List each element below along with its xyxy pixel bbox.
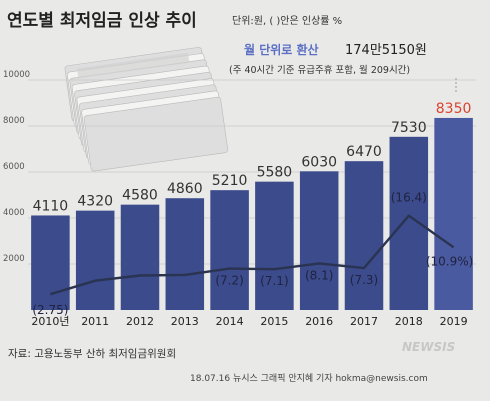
bar-value-label: 8350 [436,101,472,117]
unit-note: 단위:원, ( )안은 인상률 % [232,14,342,27]
bar-value-label: 4860 [167,181,203,197]
rate-label: (7.2) [215,274,243,288]
y-axis-ticks: 2000 4000 6000 8000 10000 [3,70,30,264]
x-axis-labels: 2010년 2011 2012 2013 2014 2015 2016 2017 2018 201… [31,315,467,328]
x-tick-label: 2018 [395,315,423,328]
bar [75,210,115,310]
y-tick-label: 10000 [3,70,30,80]
source-note: 자료: 고용노동부 산하 최저임금위원회 [8,347,176,360]
bar-value-label: 5210 [212,173,248,189]
y-tick-label: 4000 [3,208,25,218]
rate-label: (7.3) [350,273,378,287]
bar [120,204,160,310]
bar-value-label: 6470 [346,144,382,160]
x-tick-label: 2017 [350,315,378,328]
x-tick-label: 2010년 [31,315,69,328]
rate-label: (8.1) [305,268,333,282]
bar-value-label: 4110 [33,198,69,214]
bar [165,198,205,310]
y-tick-label: 6000 [3,162,25,172]
rate-labels: (2.75) (7.2) (7.1) (8.1) (7.3) (16.4) (10.9%) [32,191,473,317]
bar [434,117,473,310]
bar [299,171,339,310]
monthly-note: (주 40시간 기준 유급주휴 포함, 월 209시간) [229,64,410,76]
bar-value-label: 7530 [391,120,427,136]
x-tick-label: 2012 [126,315,154,328]
x-tick-label: 2011 [81,315,109,328]
banknote-sheet [83,96,229,172]
rate-label: (16.4) [391,191,427,205]
bar-value-label: 6030 [301,154,337,170]
x-tick-label: 2019 [440,315,468,328]
rate-label: (2.75) [32,303,68,317]
banknote-band [76,52,190,79]
bar [31,215,70,310]
rate-label: (10.9%) [426,254,473,268]
x-tick-label: 2013 [171,315,199,328]
value-labels: 4110 4320 4580 4860 5210 5580 6030 6470 7530 8350 [33,101,472,215]
y-tick-label: 2000 [3,254,25,264]
newsis-watermark: NEWSIS [402,340,455,354]
bars [31,117,473,310]
x-tick-label: 2014 [216,315,244,328]
y-tick-label: 8000 [3,116,25,126]
rate-line [50,214,455,296]
rate-line-path [50,214,455,296]
bar-value-label: 4320 [77,194,113,210]
cash-stack-illustration [64,47,229,172]
bar-value-label: 4580 [122,188,158,204]
bar-value-label: 5580 [257,165,293,181]
bar [344,161,384,310]
chart-title: 연도별 최저임금 인상 추이 [7,10,197,31]
rate-label: (7.1) [260,274,288,288]
bar [389,136,429,310]
x-tick-label: 2016 [305,315,333,328]
monthly-label: 월 단위로 환산 [244,42,319,57]
x-tick-label: 2015 [260,315,288,328]
cash-bundle [64,47,229,172]
monthly-value: 174만5150원 [345,43,427,58]
credit-note: 18.07.16 뉴시스 그래픽 안지혜 기자 hokma@newsis.com [190,372,428,384]
bar [210,190,249,310]
bar [255,181,294,310]
